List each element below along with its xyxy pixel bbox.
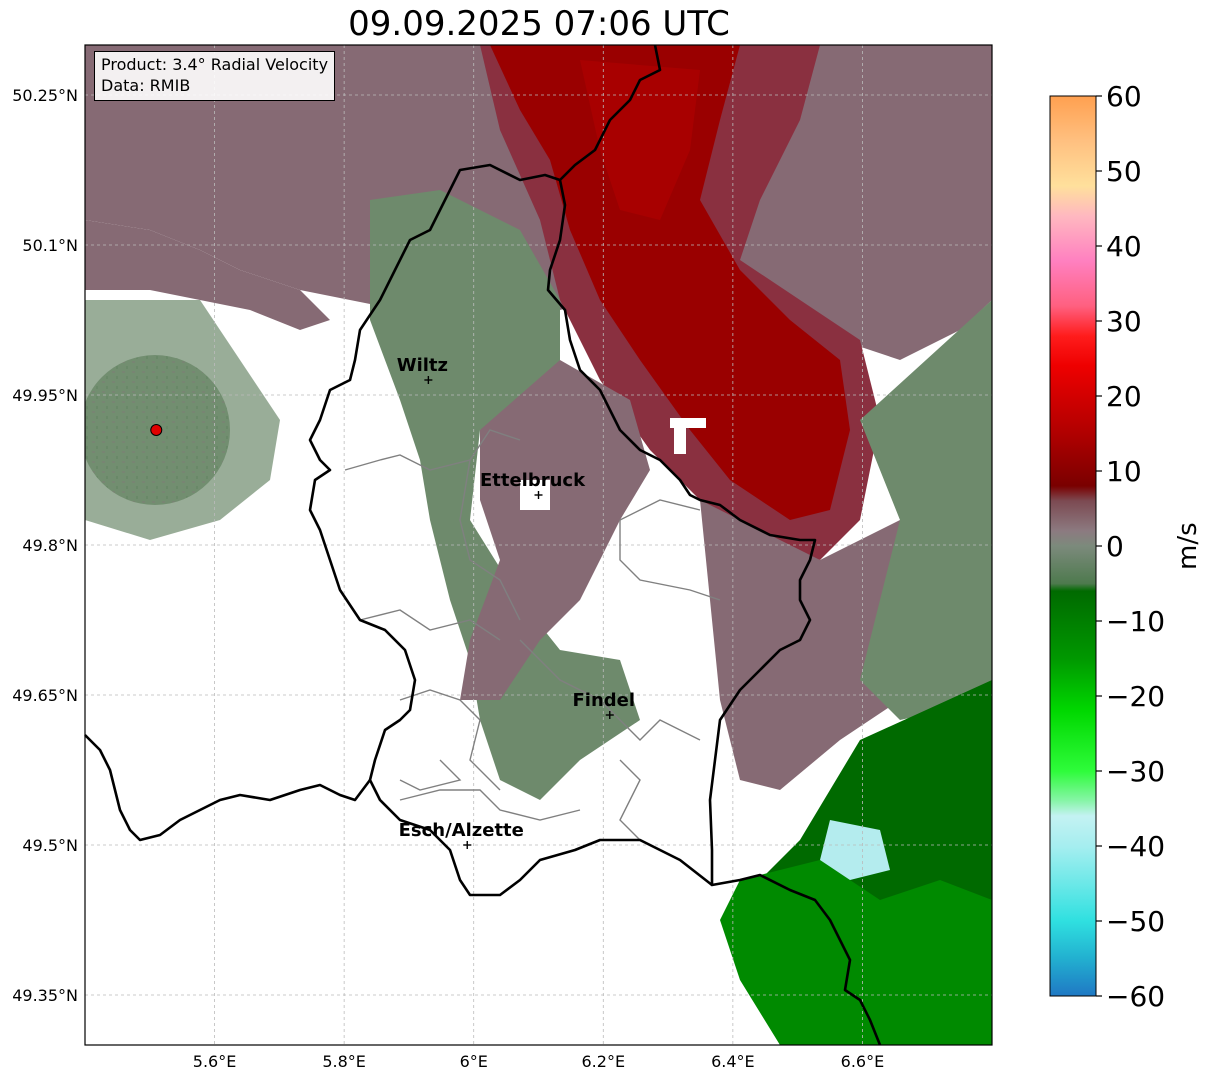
echo-red-core [490,45,850,520]
colorbar-tick-label: 50 [1106,155,1142,188]
city-labels: Wiltz Ettelbruck Findel Esch/Alzette [397,355,635,849]
lat-tick-label: 49.8°N [22,536,78,555]
city-label: Wiltz [397,355,448,376]
longitude-ticks: 5.6°E 5.8°E 6°E 6.2°E 6.4°E 6.6°E [193,1052,884,1071]
canton-borders [344,429,721,841]
colorbar-tick-label: −20 [1106,680,1165,713]
lon-tick-label: 6°E [460,1052,488,1071]
national-borders [84,44,882,1046]
city-esch-alzette: Esch/Alzette [399,820,524,849]
map-frame [84,44,993,1046]
lat-tick-label: 50.25°N [12,86,78,105]
colorbar-tick-label: 10 [1106,455,1142,488]
echo-clutter-west [85,300,280,540]
echo-red-core-inner [580,60,700,220]
colorbar-tick-label: −30 [1106,755,1165,788]
echo-west-mauve [85,220,330,330]
map-title: 09.09.2025 07:06 UTC [348,4,730,44]
lat-tick-label: 49.5°N [22,836,78,855]
colorbar-tick-label: −50 [1106,905,1165,938]
lon-tick-label: 6.4°E [711,1052,755,1071]
echo-green-central [370,190,640,800]
radar-echoes [85,45,992,1045]
echo-green-southeast [720,860,992,1045]
colorbar-tick-label: 0 [1106,530,1124,563]
latitude-ticks: 50.25°N 50.1°N 49.95°N 49.8°N 49.65°N 49.5°N 4… [12,86,78,1005]
colorbar-tick-label: 60 [1106,80,1142,113]
city-findel: Findel [572,690,635,719]
radar-site-marker [150,424,163,436]
echo-white-gap [674,428,686,454]
city-label: Esch/Alzette [399,820,524,841]
colorbar-tick-label: 40 [1106,230,1142,263]
colorbar-tick-label: 30 [1106,305,1142,338]
data-source-label: Data: RMIB [101,76,191,95]
city-label: Findel [572,690,635,711]
lon-tick-label: 5.6°E [193,1052,237,1071]
colorbar-scale [1049,95,1097,997]
lon-tick-label: 5.8°E [322,1052,366,1071]
colorbar-tick-label: −10 [1106,605,1165,638]
lat-tick-label: 49.35°N [12,986,78,1005]
lat-tick-label: 50.1°N [22,236,78,255]
lat-tick-label: 49.65°N [12,686,78,705]
city-ettelbruck: Ettelbruck [480,470,586,499]
echo-light-cyan [820,820,890,880]
product-label: Product: 3.4° Radial Velocity [101,55,329,74]
echo-mauve-central [460,360,650,700]
echo-green-east [860,300,992,720]
city-label: Ettelbruck [480,470,586,491]
colorbar-tick-label: −40 [1106,830,1165,863]
colorbar: 60 50 40 30 20 10 0 −10 −20 −30 −40 −50 −60 [1049,80,1165,1013]
product-info-box: Product: 3.4° Radial Velocity Data: RMIB [94,51,336,101]
city-wiltz: Wiltz [397,355,448,384]
lon-tick-label: 6.2°E [582,1052,626,1071]
lat-tick-label: 49.95°N [12,386,78,405]
colorbar-unit-label: m/s [1173,522,1203,570]
lon-tick-label: 6.6°E [841,1052,885,1071]
echo-white-gap [670,418,706,428]
colorbar-tick-label: 20 [1106,380,1142,413]
gridlines [85,45,992,1045]
colorbar-tick-label: −60 [1106,980,1165,1013]
